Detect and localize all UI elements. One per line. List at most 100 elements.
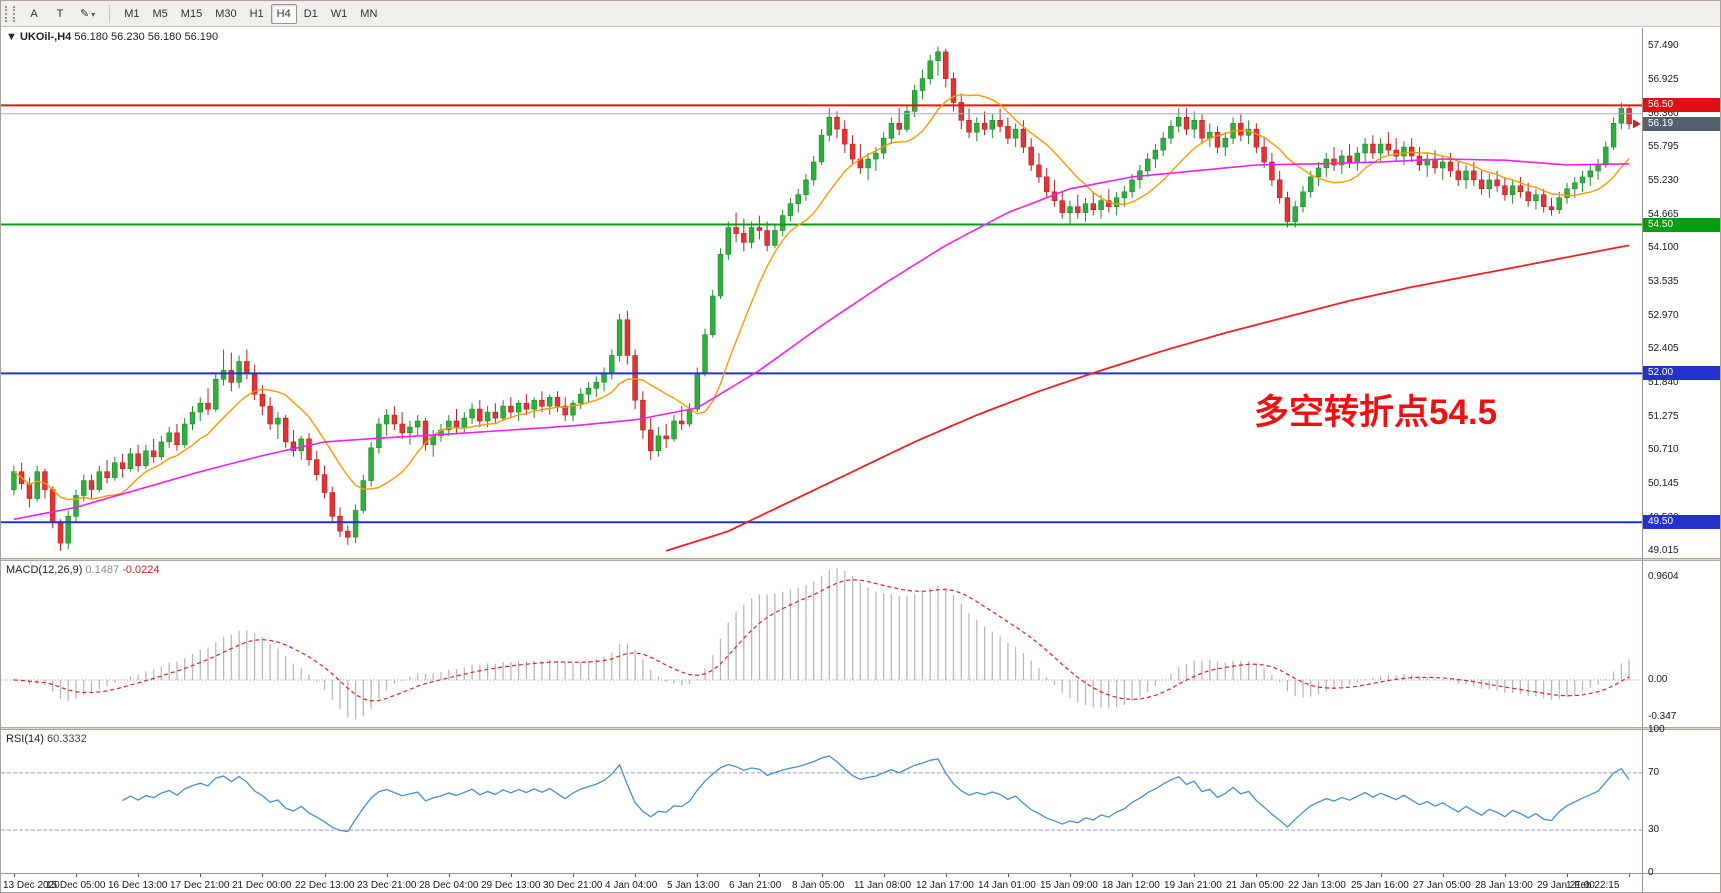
- time-axis-tick: [822, 874, 823, 877]
- time-axis-label: 29 Jan 21:00: [1537, 880, 1595, 891]
- time-axis-tick: [138, 874, 139, 877]
- plot-column: ▼ UKOil-,H4 56.180 56.230 56.180 56.190 …: [1, 28, 1642, 892]
- rsi-canvas[interactable]: [1, 730, 1642, 873]
- price-axis-label: 50.710: [1648, 444, 1679, 456]
- time-axis-label: 6 Jan 21:00: [729, 880, 782, 891]
- time-axis-label: 12 Jan 17:00: [916, 880, 974, 891]
- time-axis-tick: [511, 874, 512, 877]
- price-axis-label: 52.405: [1648, 343, 1679, 355]
- timeframe-button-M5[interactable]: M5: [147, 4, 174, 24]
- price-axis-label: 53.535: [1648, 275, 1679, 287]
- price-chart-canvas[interactable]: [1, 28, 1642, 558]
- time-axis-tick: [697, 874, 698, 877]
- price-axis-label: 56.360: [1648, 107, 1679, 119]
- timeframe-group: M1 M5 M15 M30 H1 H4 D1 W1 MN: [118, 3, 383, 24]
- draw-tools-button[interactable]: ✎ ▾: [74, 4, 101, 24]
- time-axis-tick: [759, 874, 760, 877]
- time-axis-tick: [1567, 874, 1568, 877]
- time-axis-tick: [1132, 874, 1133, 877]
- price-axis-label: 51.275: [1648, 410, 1679, 422]
- price-axis-label: -0.347: [1648, 711, 1677, 723]
- price-badge: 54.50: [1643, 217, 1720, 232]
- timeframe-button-H4[interactable]: H4: [270, 3, 297, 24]
- time-axis-label: 15 Jan 09:00: [1040, 880, 1098, 891]
- timeframe-button-M15[interactable]: M15: [175, 4, 208, 24]
- time-axis-tick: [1194, 874, 1195, 877]
- time-axis-label: 30 Dec 21:00: [543, 880, 603, 891]
- panel-splitter-rsi[interactable]: [1, 727, 1642, 730]
- pencil-icon: ✎: [80, 8, 90, 20]
- price-axis-label: 0: [1648, 867, 1654, 878]
- timeframe-button-D1[interactable]: D1: [298, 4, 324, 24]
- price-axis-label: 55.795: [1648, 141, 1679, 153]
- time-axis-tick: [449, 874, 450, 877]
- text-tool-button[interactable]: T: [48, 4, 72, 24]
- rsi-name: RSI(14): [6, 733, 44, 745]
- time-axis-label: 23 Dec 21:00: [357, 880, 417, 891]
- time-axis-label: 19 Jan 21:00: [1164, 880, 1222, 891]
- time-axis-tick: [884, 874, 885, 877]
- price-axis-label: 0.00: [1648, 674, 1668, 686]
- price-axis-label: 55.230: [1648, 175, 1679, 187]
- time-axis-label: 22 Dec 13:00: [295, 880, 355, 891]
- price-badge: 56.19: [1643, 116, 1720, 131]
- time-axis-tick: [1318, 874, 1319, 877]
- macd-name: MACD(12,26,9): [6, 564, 83, 576]
- time-axis-tick: [200, 874, 201, 877]
- price-axis-label: 49.015: [1648, 545, 1679, 557]
- time-axis-label: 27 Jan 05:00: [1413, 880, 1471, 891]
- price-axis-label: 100: [1648, 724, 1665, 735]
- rsi-value: 60.3332: [46, 733, 87, 745]
- macd-panel[interactable]: MACD(12,26,9) 0.1487 -0.0224: [1, 561, 1642, 727]
- macd-canvas[interactable]: [1, 561, 1642, 727]
- time-axis-tick: [635, 874, 636, 877]
- time-axis-label: 29 Dec 13:00: [481, 880, 541, 891]
- time-axis-label: 5 Jan 13:00: [667, 880, 720, 891]
- rsi-label: RSI(14) 60.3332: [6, 733, 87, 745]
- panel-splitter-macd[interactable]: [1, 558, 1642, 561]
- timeframe-button-MN[interactable]: MN: [354, 4, 383, 24]
- price-badge: 56.50: [1643, 98, 1720, 113]
- timeframe-button-M1[interactable]: M1: [118, 4, 145, 24]
- price-axis-label: 52.970: [1648, 309, 1679, 321]
- time-axis-label: 22 Jan 13:00: [1288, 880, 1346, 891]
- time-axis-label: 11 Jan 08:00: [854, 880, 912, 891]
- chevron-down-icon: ▾: [91, 10, 96, 19]
- time-axis-label: 21 Dec 00:00: [232, 880, 292, 891]
- price-badge: 49.50: [1643, 515, 1720, 530]
- price-axis-label: 70: [1648, 766, 1660, 778]
- time-axis-tick: [14, 874, 15, 877]
- axis-splitter: [1643, 558, 1720, 561]
- time-axis-label: 25 Jan 16:00: [1351, 880, 1409, 891]
- time-axis-label: 13 Dec 2020: [3, 880, 60, 891]
- time-axis-label: 4 Jan 04:00: [605, 880, 658, 891]
- time-axis-label: 17 Dec 21:00: [170, 880, 230, 891]
- time-axis-tick: [1070, 874, 1071, 877]
- price-axis[interactable]: 57.490 56.925 56.360 55.795 55.230 54.665 54.1…: [1642, 28, 1720, 892]
- macd-signal-value: -0.0224: [122, 564, 160, 576]
- price-axis-label: 50.145: [1648, 477, 1679, 489]
- timeframe-button-W1[interactable]: W1: [325, 4, 354, 24]
- time-axis-label: 21 Jan 05:00: [1226, 880, 1284, 891]
- timeframe-button-H1[interactable]: H1: [244, 4, 270, 24]
- collapse-icon[interactable]: ▼: [6, 31, 17, 43]
- chart-title: ▼ UKOil-,H4 56.180 56.230 56.180 56.190: [6, 31, 218, 43]
- time-axis-label: 28 Jan 13:00: [1475, 880, 1533, 891]
- cursor-tool-button[interactable]: A: [22, 4, 46, 24]
- price-badge: 52.00: [1643, 366, 1720, 381]
- ohlc-values: 56.180 56.230 56.180 56.190: [74, 31, 219, 43]
- toolbar-grip[interactable]: [5, 5, 15, 22]
- price-axis-label: 57.490: [1648, 40, 1679, 52]
- price-axis-label: 54.665: [1648, 208, 1679, 220]
- rsi-panel[interactable]: RSI(14) 60.3332: [1, 730, 1642, 873]
- axis-corner: [1643, 873, 1720, 892]
- time-axis-label: 15 Dec 05:00: [46, 880, 106, 891]
- time-axis[interactable]: 13 Dec 2020 15 Dec 05:00 16 Dec 13:00 17 De…: [1, 873, 1642, 892]
- symbol-name: UKOil-,H4: [19, 31, 72, 43]
- time-axis-tick: [1505, 874, 1506, 877]
- price-chart-panel[interactable]: ▼ UKOil-,H4 56.180 56.230 56.180 56.190 …: [1, 28, 1642, 558]
- time-axis-tick: [325, 874, 326, 877]
- timeframe-button-M30[interactable]: M30: [209, 4, 242, 24]
- annotation-text: 多空转折点54.5: [1254, 393, 1498, 432]
